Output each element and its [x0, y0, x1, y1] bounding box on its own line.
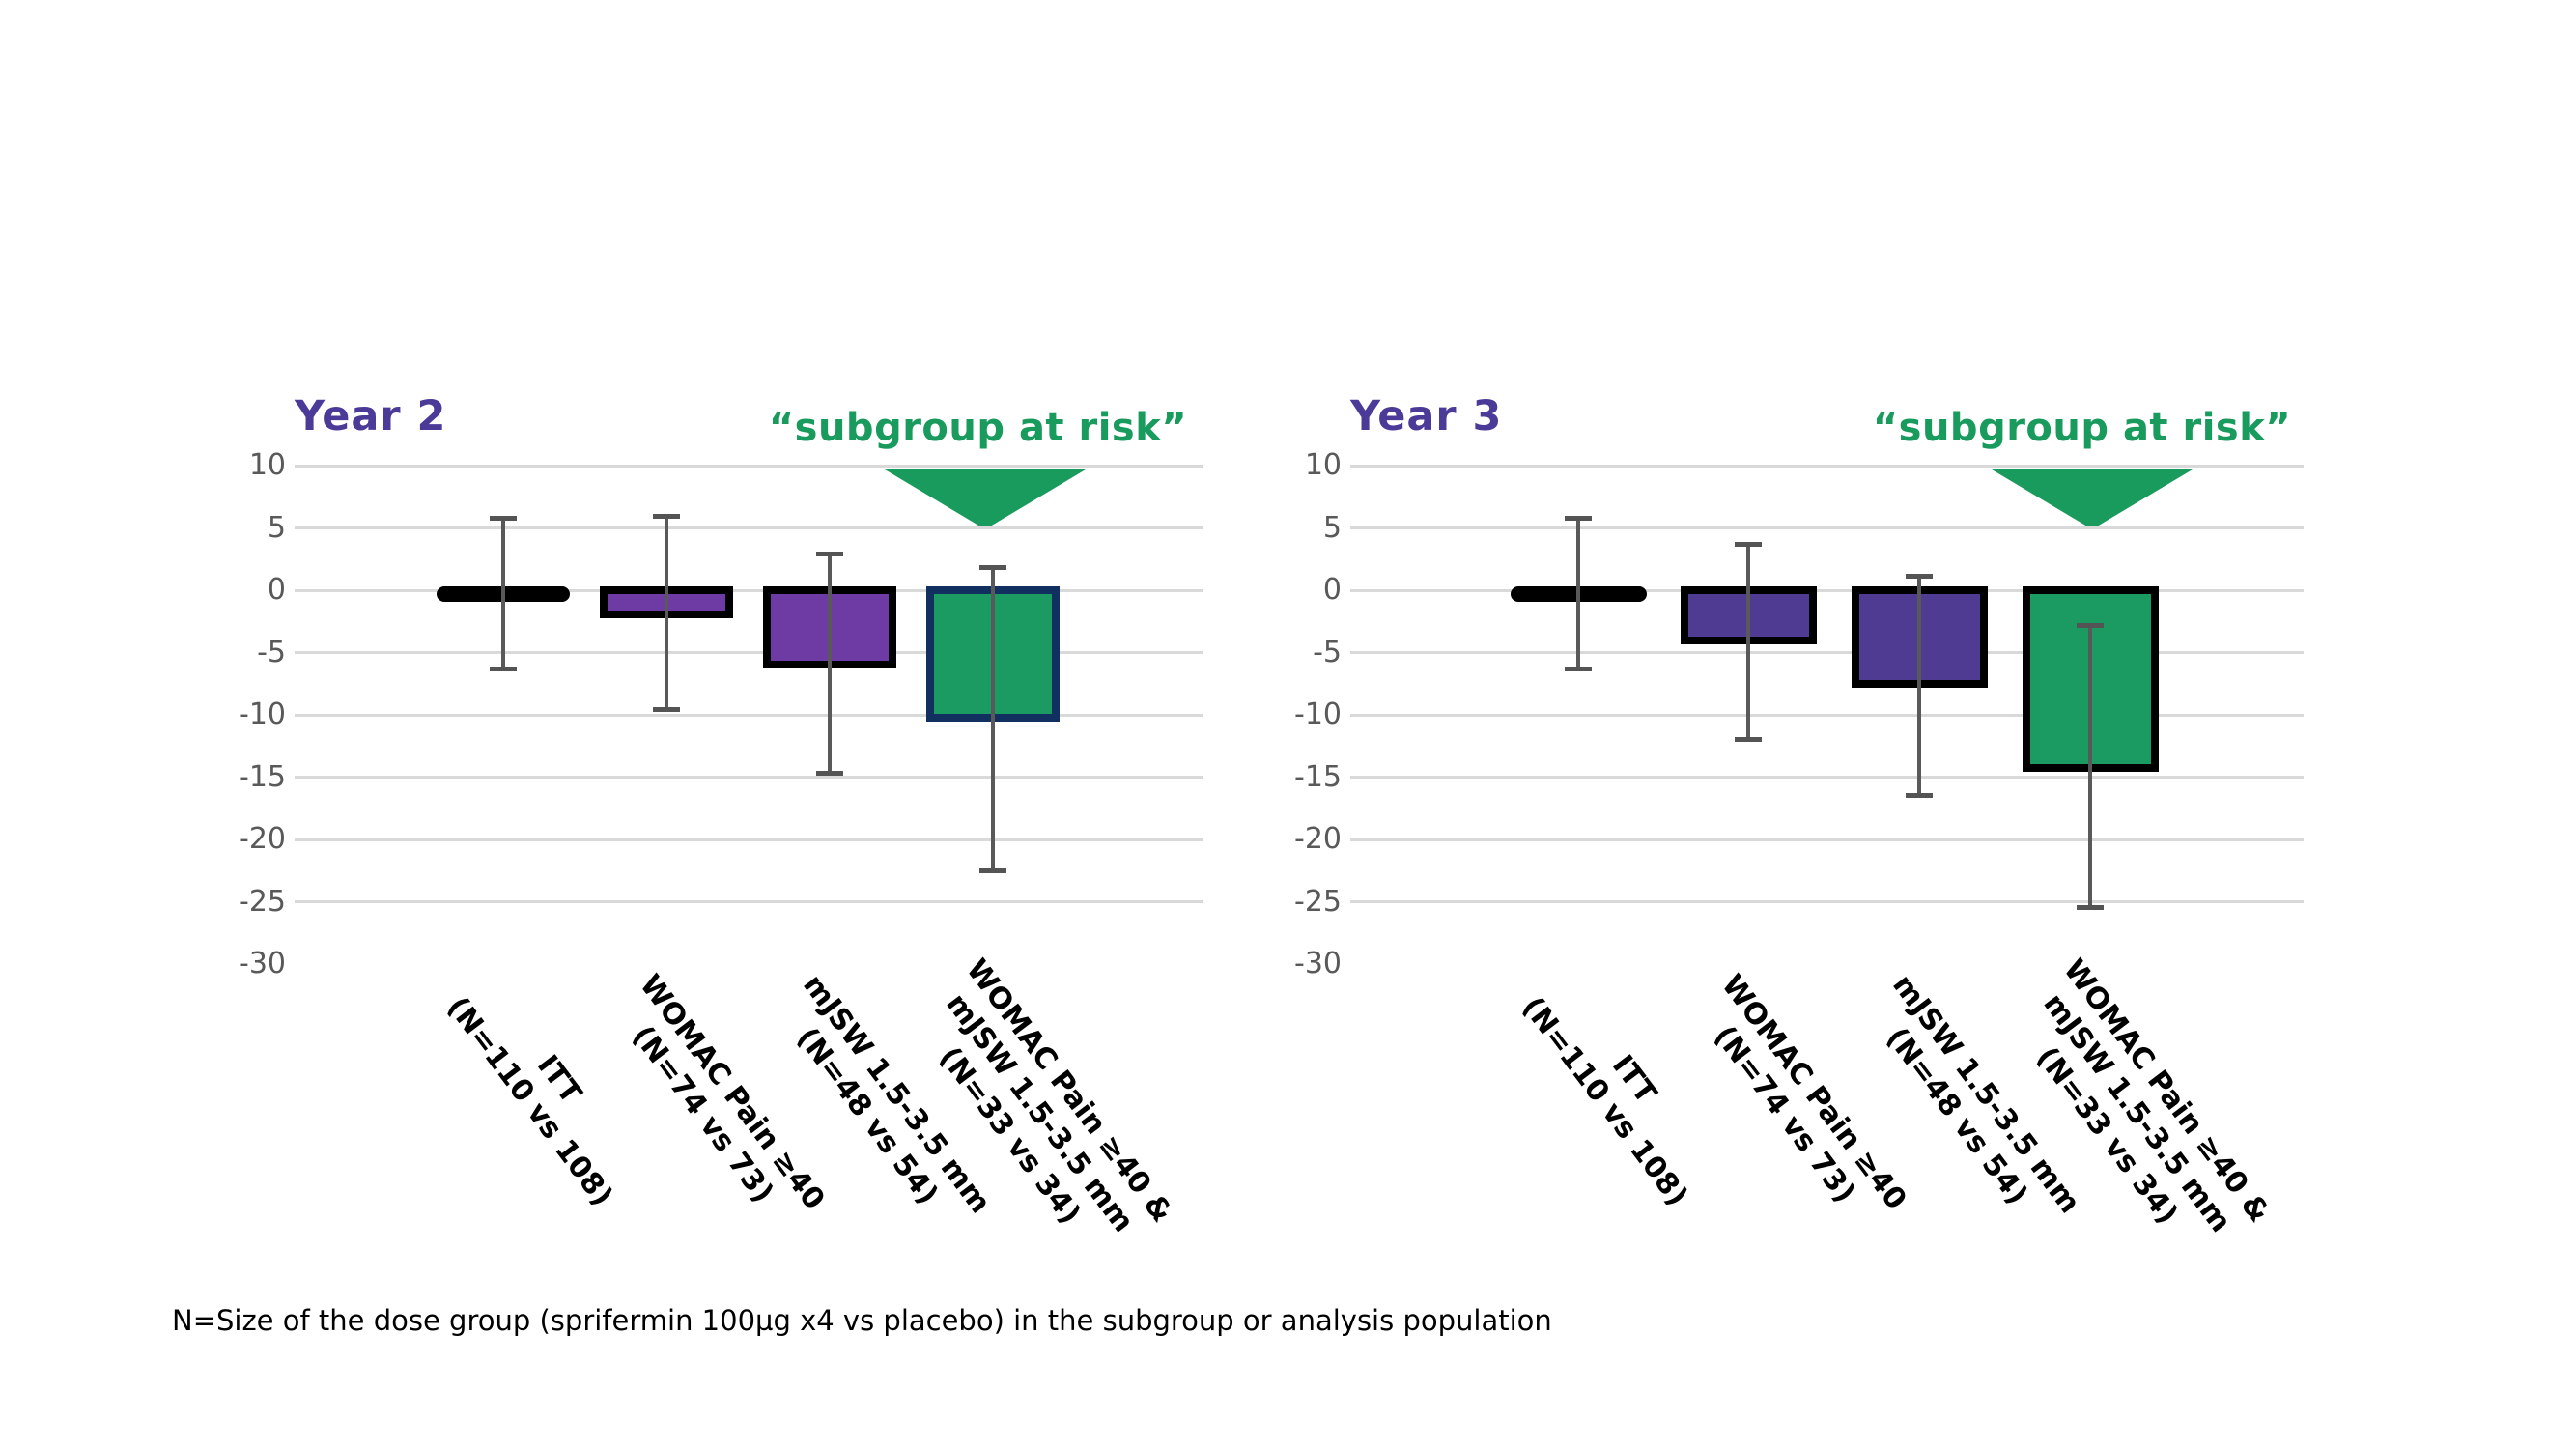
y-axis-tick: -30 — [239, 947, 286, 980]
error-bar — [1917, 576, 1921, 796]
error-bar-cap — [979, 867, 1006, 873]
y-axis-tick: -10 — [239, 697, 286, 731]
y-axis-tick: 0 — [267, 573, 286, 607]
chart-title: Year 3 — [1350, 392, 1503, 440]
error-bar — [501, 518, 505, 669]
y-axis-tick: -10 — [1294, 697, 1342, 731]
error-bar-cap — [490, 666, 517, 671]
error-bar — [2088, 625, 2092, 908]
y-axis-tick: -15 — [1294, 759, 1342, 794]
gridline — [295, 526, 1203, 529]
y-axis-tick: -20 — [239, 822, 286, 856]
gridline — [295, 776, 1203, 779]
error-bar-cap — [2077, 905, 2104, 911]
error-bar-cap — [1565, 666, 1592, 671]
error-bar — [1746, 544, 1750, 740]
gridline — [295, 588, 1203, 592]
annotation-arrow-icon — [885, 469, 1086, 529]
error-bar-cap — [816, 771, 843, 777]
gridline — [1350, 900, 2304, 903]
gridline — [1350, 464, 2304, 468]
annotation-label: “subgroup at risk” — [1843, 390, 2321, 469]
error-bar — [665, 516, 668, 710]
error-bar — [1576, 518, 1580, 669]
error-bar-cap — [816, 552, 843, 557]
gridline — [295, 900, 1203, 903]
y-axis-tick: 5 — [267, 510, 286, 545]
gridline — [295, 464, 1203, 468]
gridline — [295, 713, 1203, 717]
y-axis-tick: -5 — [257, 635, 286, 669]
error-bar-cap — [1906, 793, 1933, 799]
gridline — [1350, 713, 2304, 717]
y-axis-tick: 5 — [1322, 510, 1342, 545]
error-bar-cap — [1735, 737, 1762, 743]
gridline — [295, 838, 1203, 841]
error-bar-cap — [2077, 622, 2104, 628]
gridline — [1350, 651, 2304, 654]
error-bar — [828, 554, 832, 774]
gridline — [1350, 588, 2304, 592]
error-bar-cap — [653, 707, 680, 713]
chart-title: Year 2 — [295, 392, 447, 440]
error-bar-cap — [653, 514, 680, 520]
y-axis-tick: -25 — [239, 884, 286, 919]
error-bar-cap — [490, 515, 517, 521]
y-axis-tick: -15 — [239, 759, 286, 794]
error-bar-cap — [1565, 515, 1592, 521]
footnote: N=Size of the dose group (sprifermin 100… — [172, 1304, 1552, 1337]
y-axis-tick: -30 — [1294, 947, 1342, 980]
y-axis-tick: 10 — [1304, 448, 1342, 482]
y-axis-tick: -20 — [1294, 822, 1342, 856]
error-bar-cap — [1735, 541, 1762, 547]
error-bar-cap — [1906, 574, 1933, 580]
gridline — [1350, 526, 2304, 529]
gridline — [1350, 776, 2304, 779]
gridline — [295, 651, 1203, 654]
annotation-arrow-icon — [1992, 469, 2193, 529]
y-axis-tick: -5 — [1313, 635, 1342, 669]
y-axis-tick: -25 — [1294, 884, 1342, 919]
y-axis-tick: 0 — [1322, 573, 1342, 607]
y-axis-tick: 10 — [248, 448, 286, 482]
error-bar-cap — [979, 565, 1006, 571]
gridline — [1350, 838, 2304, 841]
error-bar — [991, 567, 995, 871]
annotation-label: “subgroup at risk” — [739, 390, 1217, 469]
